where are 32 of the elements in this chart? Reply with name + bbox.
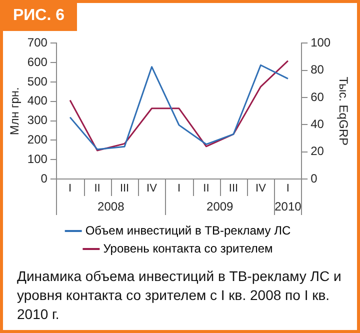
y2-tick-label: 40 <box>310 116 324 131</box>
y-tick-label: 500 <box>27 74 48 88</box>
y2-tick-label: 80 <box>310 62 324 77</box>
y2-tick-label: 20 <box>310 144 324 158</box>
text: Динамика объема инвестиций в ТВ-рекламу ЛС и уровня контакта со зрителем с I кв. 2008 по I кв. 2010 г. <box>17 267 342 324</box>
y2-tick-label: 100 <box>310 36 331 50</box>
y-axis-title: Млн грн. <box>8 87 22 136</box>
y2-tick-label: 60 <box>310 90 324 104</box>
y-tick-label: 0 <box>40 171 48 186</box>
x-tick-label: I <box>68 182 72 195</box>
legend-label: Объем инвестиций в ТВ-рекламу ЛС <box>85 223 291 238</box>
y-tick-label: 400 <box>27 94 48 108</box>
y-tick-label: 200 <box>27 132 48 147</box>
x-tick-label: IV <box>146 182 158 195</box>
y2-axis-title: Тыс. EqGRP <box>336 76 350 146</box>
y-tick-label: 600 <box>27 54 48 69</box>
text: 2008 <box>98 199 125 214</box>
x-tick-label: III <box>120 182 130 195</box>
y-tick-label: 700 <box>27 36 48 50</box>
text: 2009 <box>206 199 234 214</box>
chart-title: РИС. 6 <box>3 3 77 31</box>
y2-tick-label: 0 <box>310 171 318 186</box>
x-tick-label: II <box>94 182 100 195</box>
x-tick-label: I <box>177 182 181 195</box>
y-tick-label: 100 <box>27 152 48 166</box>
x-tick-label: I <box>286 182 290 195</box>
x-tick-label: IV <box>256 182 267 195</box>
y-tick-label: 300 <box>27 113 48 128</box>
x-tick-label: II <box>203 182 210 195</box>
x-tick-label: III <box>228 182 238 195</box>
text: 2010 <box>274 199 302 214</box>
legend-label: Уровень контакта со зрителем <box>103 241 273 256</box>
